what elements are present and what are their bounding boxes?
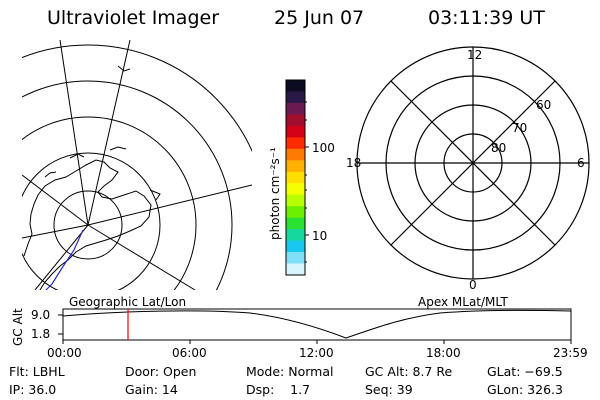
mlt-label-18: 18 — [346, 156, 362, 170]
coastline — [23, 194, 39, 257]
longitude-line — [22, 174, 89, 226]
colorbar-segment — [286, 80, 305, 93]
colorbar-segment — [286, 263, 305, 276]
status-seq: Seq: 39 — [365, 382, 413, 397]
colorbar-unit-label: photon cm⁻²s⁻¹ — [268, 147, 282, 240]
status-ip: IP: 36.0 — [9, 382, 57, 397]
mlat-label-70: 70 — [512, 121, 528, 135]
colorbar-segment — [286, 125, 305, 138]
colorbar-segment — [286, 160, 305, 173]
colorbar-segment — [286, 91, 305, 104]
longitude-line — [87, 184, 252, 226]
geographic-map — [22, 40, 252, 290]
mlat-label-80: 80 — [491, 141, 507, 155]
altitude-curve — [62, 309, 572, 339]
altitude-ticks — [58, 314, 572, 344]
left-panel-label: Geographic Lat/Lon — [69, 295, 187, 309]
colorbar-segment — [286, 148, 305, 161]
app-title: Ultraviolet Imager — [47, 7, 220, 29]
mlat-label-60: 60 — [536, 98, 552, 112]
time-label: 03:11:39 UT — [428, 7, 545, 29]
colorbar-segment — [286, 137, 305, 150]
colorbar-segment — [286, 114, 305, 127]
latitude-circle — [22, 80, 233, 290]
longitude-line — [34, 224, 89, 290]
colorbar-segment — [286, 252, 305, 265]
status-dsp: Dsp: 1.7 — [246, 382, 311, 397]
status-glat: GLat: −69.5 — [487, 364, 563, 379]
altitude-ytick: 9.0 — [31, 308, 51, 322]
altitude-xtick: 06:00 — [172, 346, 207, 360]
colorbar — [286, 80, 305, 276]
altitude-ylabel: GC Alt — [11, 308, 25, 346]
colorbar-segment — [286, 217, 305, 230]
coastline — [44, 65, 131, 178]
colorbar-segment — [286, 194, 305, 207]
colorbar-segment — [286, 206, 305, 219]
colorbar-segment — [286, 229, 305, 242]
latitude-circle — [53, 190, 123, 260]
longitude-line — [59, 40, 89, 226]
latitude-circle — [22, 116, 197, 290]
colorbar-tick-label: 10 — [312, 229, 328, 243]
status-gc-alt: GC Alt: 8.7 Re — [365, 364, 453, 379]
altitude-ytick: 1.8 — [31, 327, 51, 341]
status-door: Door: Open — [125, 364, 197, 379]
mlt-meridian — [390, 80, 556, 246]
colorbar-segment — [286, 102, 305, 116]
mlt-label-12: 12 — [467, 48, 483, 62]
colorbar-segment — [286, 183, 305, 196]
latitude-circle — [22, 44, 252, 153]
colorbar-frame — [285, 79, 306, 276]
status-glon: GLon: 326.3 — [487, 382, 563, 397]
altitude-xtick: 12:00 — [299, 346, 334, 360]
status-mode: Mode: Normal — [246, 364, 334, 379]
altitude-xtick: 00:00 — [47, 346, 82, 360]
satellite-track — [45, 229, 84, 290]
mlt-label-0: 0 — [469, 278, 477, 292]
altitude-plot-frame — [62, 308, 572, 341]
colorbar-segment — [286, 240, 305, 253]
colorbar-ticks — [305, 101, 309, 263]
longitude-line — [87, 224, 196, 290]
date-label: 25 Jun 07 — [274, 7, 365, 29]
colorbar-tick-label: 100 — [312, 141, 335, 155]
altitude-xtick: 23:59 — [553, 346, 588, 360]
apex-polar-plot — [356, 46, 590, 280]
coastline — [69, 153, 161, 201]
altitude-xtick: 18:00 — [426, 346, 461, 360]
mlt-label-6: 6 — [577, 156, 585, 170]
colorbar-segment — [286, 171, 305, 184]
right-panel-label: Apex MLat/MLT — [418, 295, 508, 309]
longitude-line — [87, 40, 131, 226]
latitude-circle — [22, 152, 161, 290]
longitude-line — [22, 224, 89, 239]
status-gain: Gain: 14 — [125, 382, 178, 397]
coastline — [37, 159, 152, 290]
status-filter: Flt: LBHL — [9, 364, 65, 379]
